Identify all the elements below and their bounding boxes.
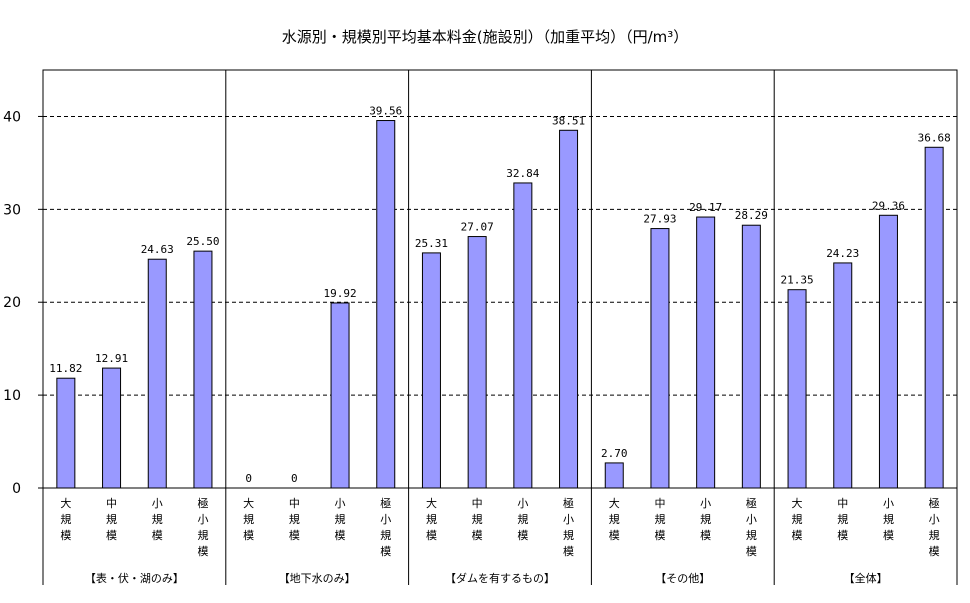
x-tick-label: 極小規模 <box>929 496 940 558</box>
data-label: 19.92 <box>323 287 356 300</box>
data-label: 38.51 <box>552 114 585 127</box>
bar <box>513 182 533 489</box>
x-tick-label: 小規模 <box>883 497 894 542</box>
y-tick-label: 10 <box>3 388 21 404</box>
x-tick-label: 中規模 <box>837 497 848 542</box>
x-tick-label: 極小規模 <box>380 496 391 558</box>
group-label: 【表・伏・湖のみ】 <box>85 571 184 585</box>
value-labels: 11.82 12.91 24.63 25.50 0 0 19.92 39.56 25.31 27.… <box>49 105 950 485</box>
x-tick-label: 大規模 <box>426 496 437 542</box>
data-label: 0 <box>245 472 252 485</box>
bar <box>56 377 76 489</box>
data-label: 21.35 <box>780 274 813 287</box>
x-tick-label: 小規模 <box>700 497 711 542</box>
x-tick-label: 小規模 <box>517 497 528 542</box>
x-tick-label: 極小規模 <box>197 496 208 558</box>
data-label: 29.36 <box>872 199 905 212</box>
data-label: 27.93 <box>643 213 676 226</box>
group-label: 【地下水のみ】 <box>279 572 356 585</box>
y-tick-label: 30 <box>3 202 21 218</box>
x-tick-label: 大規模 <box>60 496 71 542</box>
bar <box>467 236 487 489</box>
x-tick-label: 中規模 <box>106 497 117 542</box>
bar <box>741 224 761 489</box>
data-label: 0 <box>291 472 298 485</box>
x-tick-label: 大規模 <box>792 496 803 542</box>
bar <box>330 302 350 489</box>
x-tick-label: 中規模 <box>472 497 483 542</box>
x-tick-label: 大規模 <box>609 496 620 542</box>
y-axis: 0 10 20 30 40 <box>3 109 43 497</box>
y-tick-label: 20 <box>3 295 21 311</box>
bar <box>421 252 441 489</box>
gridlines <box>43 115 957 396</box>
data-label: 29.17 <box>689 201 722 214</box>
bar <box>193 250 213 489</box>
y-tick-label: 0 <box>12 481 21 497</box>
bar <box>650 228 670 489</box>
bar <box>924 146 944 489</box>
x-tick-label: 中規模 <box>289 497 300 542</box>
bar <box>604 462 624 489</box>
x-tick-label: 中規模 <box>654 497 665 542</box>
y-tick-label: 40 <box>3 109 21 125</box>
group-label: 【全体】 <box>844 571 888 585</box>
plot-frame <box>42 69 958 585</box>
data-label: 39.56 <box>369 105 402 118</box>
bar <box>147 258 167 489</box>
data-label: 24.23 <box>826 247 859 260</box>
group-label: 【ダムを有するもの】 <box>445 571 555 585</box>
x-tick-label: 小規模 <box>152 497 163 542</box>
data-label: 25.50 <box>186 235 219 248</box>
x-tick-label: 極小規模 <box>746 496 757 558</box>
bar <box>878 214 898 489</box>
data-label: 25.31 <box>415 237 448 250</box>
chart-title: 水源別・規模別平均基本料金(施設別）（加重平均）（円/m³） <box>282 28 689 46</box>
data-label: 32.84 <box>506 167 539 180</box>
x-tick-label: 極小規模 <box>563 496 574 558</box>
group-label: 【その他】 <box>655 572 710 585</box>
data-label: 27.07 <box>461 221 494 234</box>
bar <box>559 129 579 489</box>
data-label: 28.29 <box>735 209 768 222</box>
bars <box>56 120 944 489</box>
data-label: 2.70 <box>601 447 628 460</box>
x-tick-label: 小規模 <box>335 497 346 542</box>
bar <box>696 216 716 489</box>
bar <box>833 262 853 489</box>
plot-border <box>42 69 958 489</box>
x-tick-label: 大規模 <box>243 496 254 542</box>
bar <box>787 289 807 489</box>
bar <box>376 120 396 489</box>
bar <box>102 367 122 489</box>
x-axis: 大規模 中規模 小規模 極小規模【表・伏・湖のみ】 大規模 中規模 小規模 極小規模【地下水の… <box>60 496 939 585</box>
data-label: 12.91 <box>95 352 128 365</box>
data-label: 36.68 <box>918 131 951 144</box>
data-label: 24.63 <box>141 243 174 256</box>
data-label: 11.82 <box>49 362 82 375</box>
